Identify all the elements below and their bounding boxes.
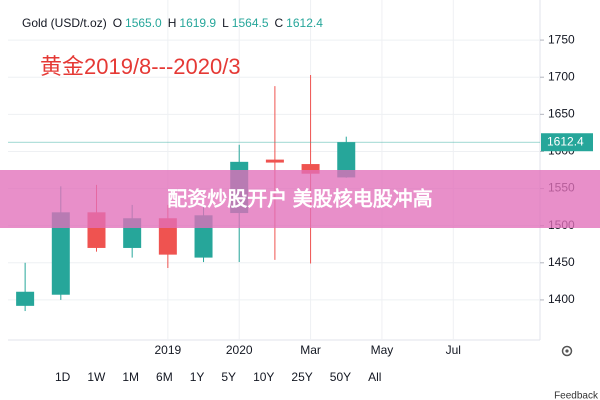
candle-body — [337, 142, 356, 178]
legend-value: 1612.4 — [286, 16, 323, 30]
y-tick-label: 1750 — [548, 32, 575, 46]
x-tick-label: May — [371, 343, 394, 357]
range-button[interactable]: All — [368, 370, 381, 384]
legend-title: Gold (USD/t.oz) — [22, 16, 107, 30]
legend-key: C — [275, 16, 284, 30]
range-button[interactable]: 5Y — [221, 370, 236, 384]
range-button[interactable]: 1W — [87, 370, 106, 384]
range-button[interactable]: 1D — [55, 370, 71, 384]
y-tick-label: 1450 — [548, 255, 575, 269]
candle-body — [265, 159, 284, 163]
feedback[interactable]: Feedback — [554, 391, 599, 400]
candle-body — [16, 291, 35, 306]
range-button[interactable]: 1M — [122, 370, 139, 384]
watermark: 配资炒股开户 美股核电股冲高 — [167, 186, 433, 210]
legend-key: H — [168, 16, 177, 30]
legend-value: 1619.9 — [179, 16, 216, 30]
x-tick-label: 2020 — [226, 343, 253, 357]
range-button[interactable]: 50Y — [330, 370, 351, 384]
range-button[interactable]: 10Y — [253, 370, 274, 384]
y-tick-label: 1650 — [548, 106, 575, 120]
settings-icon[interactable] — [561, 345, 573, 357]
x-tick-label: Mar — [300, 343, 321, 357]
legend-key: L — [222, 16, 229, 30]
range-button[interactable]: 6M — [156, 370, 173, 384]
legend-value: 1564.5 — [232, 16, 269, 30]
legend-value: 1565.0 — [125, 16, 162, 30]
x-tick-label: 2019 — [154, 343, 181, 357]
legend-key: O — [113, 16, 122, 30]
range-button[interactable]: 25Y — [291, 370, 312, 384]
gear[interactable] — [561, 345, 573, 357]
candle-body — [301, 164, 320, 174]
range-button[interactable]: 1Y — [190, 370, 205, 384]
gear-center[interactable] — [565, 349, 569, 353]
watermark-band — [0, 170, 600, 228]
candle-body — [51, 212, 70, 295]
y-tick-label: 1400 — [548, 292, 575, 306]
plot — [8, 0, 540, 340]
annotation: 黄金2019/8---2020/3 — [40, 54, 241, 79]
last-price-label: 1612.4 — [547, 134, 584, 148]
last-price-box — [541, 133, 593, 152]
y-tick-label: 1700 — [548, 69, 575, 83]
x-tick-label: Jul — [446, 343, 461, 357]
